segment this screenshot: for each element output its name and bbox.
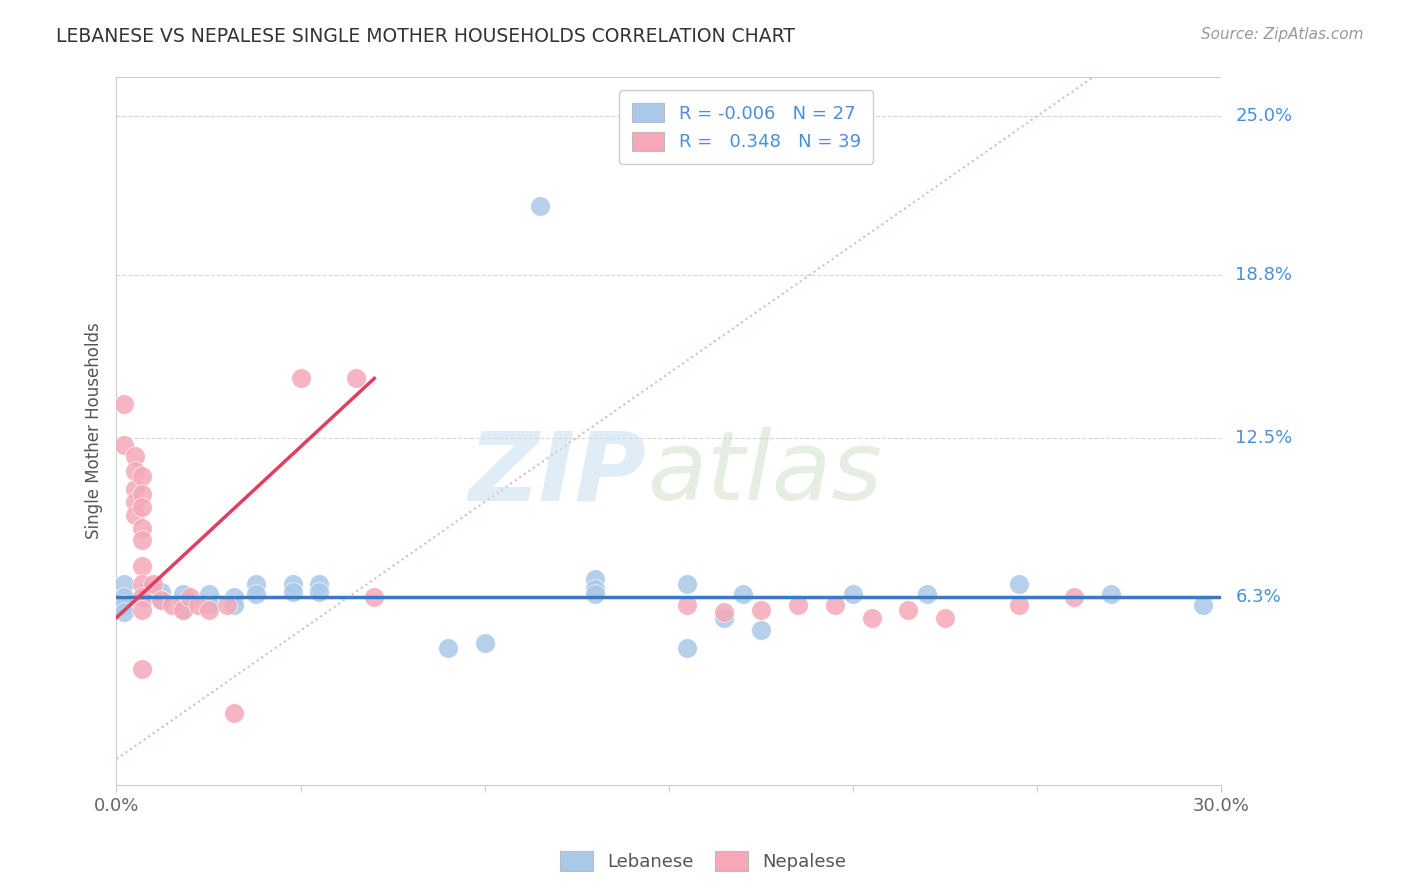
- Point: [245, 587, 267, 601]
- Legend: Lebanese, Nepalese: Lebanese, Nepalese: [553, 844, 853, 879]
- Point: [860, 610, 883, 624]
- Point: [112, 397, 135, 411]
- Point: [529, 199, 551, 213]
- Point: [215, 598, 238, 612]
- Point: [131, 520, 153, 534]
- Point: [245, 577, 267, 591]
- Point: [131, 603, 153, 617]
- Point: [897, 603, 920, 617]
- Point: [197, 587, 219, 601]
- Point: [437, 641, 460, 656]
- Point: [583, 587, 606, 601]
- Point: [731, 587, 754, 601]
- Point: [135, 585, 157, 599]
- Text: ZIP: ZIP: [470, 427, 647, 520]
- Point: [290, 371, 312, 385]
- Point: [1063, 590, 1085, 604]
- Point: [308, 577, 330, 591]
- Point: [131, 577, 153, 591]
- Point: [112, 606, 135, 620]
- Text: 6.3%: 6.3%: [1236, 588, 1281, 606]
- Point: [934, 610, 956, 624]
- Point: [308, 585, 330, 599]
- Point: [197, 603, 219, 617]
- Point: [842, 587, 865, 601]
- Point: [676, 577, 699, 591]
- Point: [224, 706, 246, 720]
- Text: Source: ZipAtlas.com: Source: ZipAtlas.com: [1201, 27, 1364, 42]
- Text: 18.8%: 18.8%: [1236, 267, 1292, 285]
- Point: [1008, 598, 1031, 612]
- Point: [131, 533, 153, 548]
- Point: [149, 592, 172, 607]
- Point: [749, 603, 772, 617]
- Point: [676, 598, 699, 612]
- Point: [344, 371, 367, 385]
- Legend: R = -0.006   N = 27, R =   0.348   N = 39: R = -0.006 N = 27, R = 0.348 N = 39: [619, 90, 873, 164]
- Point: [197, 598, 219, 612]
- Point: [124, 508, 146, 522]
- Point: [172, 598, 194, 612]
- Point: [583, 582, 606, 597]
- Point: [142, 577, 165, 591]
- Point: [131, 469, 153, 483]
- Point: [131, 662, 153, 676]
- Point: [1099, 587, 1122, 601]
- Point: [124, 449, 146, 463]
- Y-axis label: Single Mother Households: Single Mother Households: [86, 323, 103, 540]
- Point: [283, 585, 305, 599]
- Point: [179, 590, 201, 604]
- Point: [224, 598, 246, 612]
- Point: [283, 577, 305, 591]
- Point: [135, 590, 157, 604]
- Point: [749, 624, 772, 638]
- Point: [124, 495, 146, 509]
- Point: [363, 590, 385, 604]
- Point: [112, 577, 135, 591]
- Point: [160, 598, 183, 612]
- Point: [112, 590, 135, 604]
- Point: [1192, 598, 1215, 612]
- Point: [112, 438, 135, 452]
- Point: [131, 500, 153, 514]
- Point: [224, 590, 246, 604]
- Text: 25.0%: 25.0%: [1236, 107, 1292, 125]
- Point: [676, 641, 699, 656]
- Point: [149, 585, 172, 599]
- Point: [172, 587, 194, 601]
- Point: [713, 610, 735, 624]
- Point: [583, 572, 606, 586]
- Point: [474, 636, 496, 650]
- Text: LEBANESE VS NEPALESE SINGLE MOTHER HOUSEHOLDS CORRELATION CHART: LEBANESE VS NEPALESE SINGLE MOTHER HOUSE…: [56, 27, 796, 45]
- Point: [172, 603, 194, 617]
- Point: [786, 598, 808, 612]
- Point: [131, 559, 153, 574]
- Point: [131, 590, 153, 604]
- Point: [186, 598, 208, 612]
- Point: [131, 487, 153, 501]
- Point: [149, 592, 172, 607]
- Point: [172, 603, 194, 617]
- Point: [1008, 577, 1031, 591]
- Text: 12.5%: 12.5%: [1236, 428, 1292, 447]
- Point: [112, 598, 135, 612]
- Point: [124, 464, 146, 478]
- Point: [713, 606, 735, 620]
- Text: atlas: atlas: [647, 427, 882, 520]
- Point: [824, 598, 846, 612]
- Point: [124, 482, 146, 496]
- Point: [915, 587, 938, 601]
